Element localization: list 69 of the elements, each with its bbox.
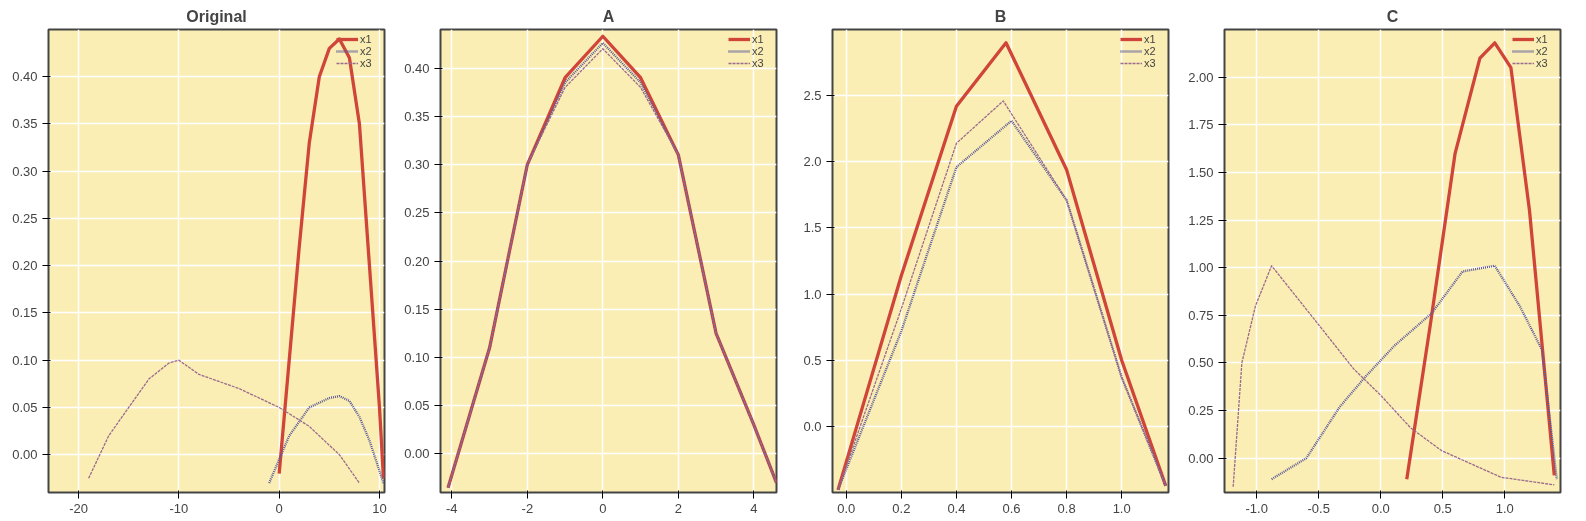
y-tick-label: 0.00: [1188, 450, 1214, 466]
chart-title: C: [1386, 7, 1399, 25]
x-tick-label: -20: [69, 500, 88, 516]
legend-label: x3: [360, 57, 373, 69]
y-tick-label: 0.00: [404, 446, 430, 462]
x-tick-label: 4: [750, 500, 758, 516]
x-tick-label: 0.0: [1371, 500, 1390, 516]
legend-label: x1: [752, 33, 765, 45]
y-tick-label: 0.25: [404, 205, 430, 221]
legend-label: x2: [752, 45, 765, 57]
legend-label: x3: [1144, 57, 1157, 69]
y-tick-label: 1.75: [1188, 117, 1214, 133]
x-tick-label: 0.6: [1002, 500, 1021, 516]
y-tick-label: 0.30: [12, 163, 38, 179]
y-tick-label: 0.15: [12, 305, 38, 321]
y-tick-label: 1.50: [1188, 164, 1214, 180]
y-tick-label: 0.35: [12, 116, 38, 132]
y-tick-label: 0.10: [12, 352, 38, 368]
legend-label: x1: [1144, 33, 1157, 45]
y-tick-label: 0.40: [12, 69, 38, 85]
y-tick-label: 1.5: [803, 220, 822, 236]
y-tick-label: 0.20: [12, 258, 38, 274]
x-tick-label: -1.0: [1245, 500, 1268, 516]
y-tick-label: 0.05: [404, 398, 430, 414]
legend-label: x2: [1536, 45, 1549, 57]
x-tick-label: -0.5: [1307, 500, 1330, 516]
chart-title: B: [994, 7, 1007, 25]
y-tick-label: 0.35: [404, 108, 430, 124]
y-tick-label: 2.5: [803, 88, 822, 104]
y-tick-label: 0.15: [404, 301, 430, 317]
y-tick-label: 2.00: [1188, 69, 1214, 85]
legend-label: x2: [360, 45, 373, 57]
chart-title: Original: [186, 7, 247, 25]
y-tick-label: 0.50: [1188, 355, 1214, 371]
y-tick-label: 0.30: [404, 157, 430, 173]
x-tick-label: -2: [521, 500, 534, 516]
y-tick-label: 0.5: [803, 352, 822, 368]
x-tick-label: 10: [372, 500, 387, 516]
x-tick-label: 0.8: [1057, 500, 1076, 516]
x-tick-label: 0.0: [837, 500, 856, 516]
y-tick-label: 1.25: [1188, 212, 1214, 228]
legend-label: x1: [1536, 33, 1549, 45]
y-tick-label: 0.20: [404, 253, 430, 269]
x-tick-label: 0.5: [1433, 500, 1452, 516]
y-tick-label: 2.0: [803, 154, 822, 170]
x-tick-label: 2: [674, 500, 682, 516]
legend-label: x2: [1144, 45, 1157, 57]
y-tick-label: 0.05: [12, 399, 38, 415]
legend-label: x3: [752, 57, 765, 69]
legend-label: x3: [1536, 57, 1549, 69]
legend-label: x1: [360, 33, 373, 45]
y-tick-label: 0.00: [12, 447, 38, 463]
x-tick-label: -4: [446, 500, 458, 516]
y-tick-label: 0.0: [803, 418, 822, 434]
y-tick-label: 0.10: [404, 349, 430, 365]
y-tick-label: 1.00: [1188, 260, 1214, 276]
x-tick-label: 0.2: [892, 500, 911, 516]
x-tick-label: 0.4: [947, 500, 966, 516]
x-tick-label: -10: [169, 500, 189, 516]
y-tick-label: 0.25: [12, 210, 38, 226]
x-tick-label: 1.0: [1495, 500, 1514, 516]
x-tick-label: 0: [599, 500, 607, 516]
y-tick-label: 0.25: [1188, 403, 1214, 419]
x-tick-label: 1.0: [1112, 500, 1131, 516]
y-tick-label: 0.40: [404, 60, 430, 76]
y-tick-label: 0.75: [1188, 307, 1214, 323]
y-tick-label: 1.0: [803, 286, 822, 302]
x-tick-label: 0: [275, 500, 283, 516]
chart-title: A: [602, 7, 615, 25]
